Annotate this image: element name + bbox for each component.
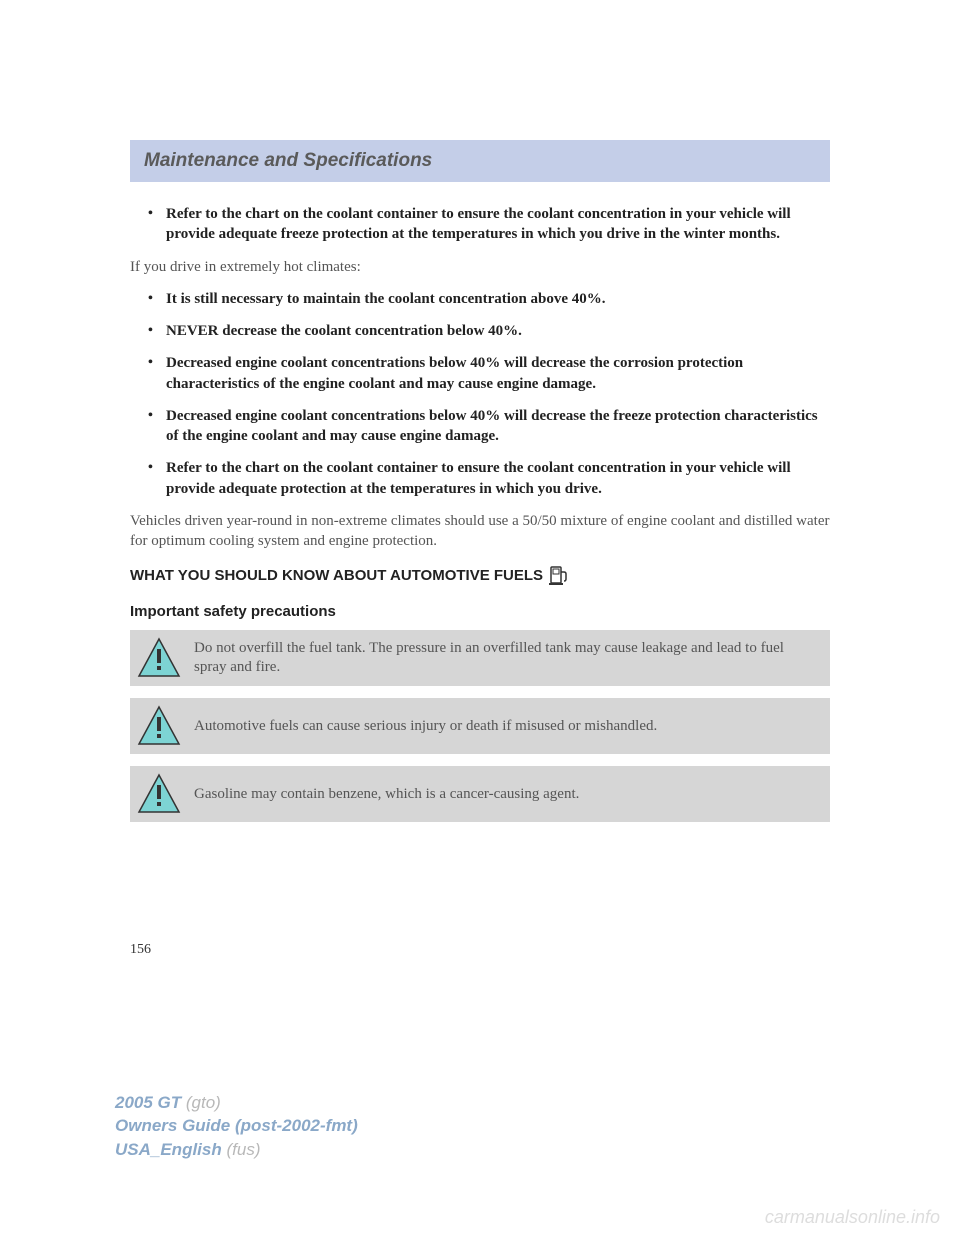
warning-text: Do not overfill the fuel tank. The press… [194,639,820,678]
warning-text: Automotive fuels can cause serious injur… [194,717,657,737]
bullet-item: • NEVER decrease the coolant concentrati… [130,321,830,341]
paragraph: If you drive in extremely hot climates: [130,257,830,277]
bullet-item: • It is still necessary to maintain the … [130,289,830,309]
footer-line-guide: Owners Guide (post-2002-fmt) [115,1114,358,1138]
bullet-text: Decreased engine coolant concentrations … [166,406,830,447]
bullet-marker: • [148,406,166,447]
footer-line-model: 2005 GT (gto) [115,1091,358,1115]
watermark: carmanualsonline.info [765,1207,940,1228]
bullet-marker: • [148,458,166,499]
warning-box: Do not overfill the fuel tank. The press… [130,630,830,686]
bullet-text: It is still necessary to maintain the co… [166,289,830,309]
footer: 2005 GT (gto) Owners Guide (post-2002-fm… [115,1091,358,1162]
footer-line-lang: USA_English (fus) [115,1138,358,1162]
bullet-text: Refer to the chart on the coolant contai… [166,458,830,499]
bullet-text: Decreased engine coolant concentrations … [166,353,830,394]
bullet-item: • Decreased engine coolant concentration… [130,353,830,394]
bullet-item: • Refer to the chart on the coolant cont… [130,204,830,245]
warning-box: Gasoline may contain benzene, which is a… [130,766,830,822]
page-number: 156 [130,942,830,958]
bullet-marker: • [148,321,166,341]
lang-name: USA_English [115,1140,222,1159]
subheading: Important safety precautions [130,603,830,620]
section-header-bar: Maintenance and Specifications [130,140,830,182]
model-code: (gto) [186,1093,221,1112]
section-heading: WHAT YOU SHOULD KNOW ABOUT AUTOMOTIVE FU… [130,565,830,585]
section-title: Maintenance and Specifications [144,150,816,172]
warning-text: Gasoline may contain benzene, which is a… [194,785,579,805]
bullet-text: NEVER decrease the coolant concentration… [166,321,830,341]
bullet-item: • Refer to the chart on the coolant cont… [130,458,830,499]
bullet-marker: • [148,204,166,245]
bullet-marker: • [148,289,166,309]
bullet-marker: • [148,353,166,394]
fuel-pump-icon [549,565,569,585]
bullet-item: • Decreased engine coolant concentration… [130,406,830,447]
warning-box: Automotive fuels can cause serious injur… [130,698,830,754]
warning-triangle-icon [136,772,182,816]
heading-text: WHAT YOU SHOULD KNOW ABOUT AUTOMOTIVE FU… [130,567,543,584]
bullet-text: Refer to the chart on the coolant contai… [166,204,830,245]
warning-triangle-icon [136,704,182,748]
model-name: 2005 GT [115,1093,181,1112]
manual-page: Maintenance and Specifications • Refer t… [0,0,960,958]
lang-code: (fus) [226,1140,260,1159]
warning-triangle-icon [136,636,182,680]
paragraph: Vehicles driven year-round in non-extrem… [130,511,830,552]
